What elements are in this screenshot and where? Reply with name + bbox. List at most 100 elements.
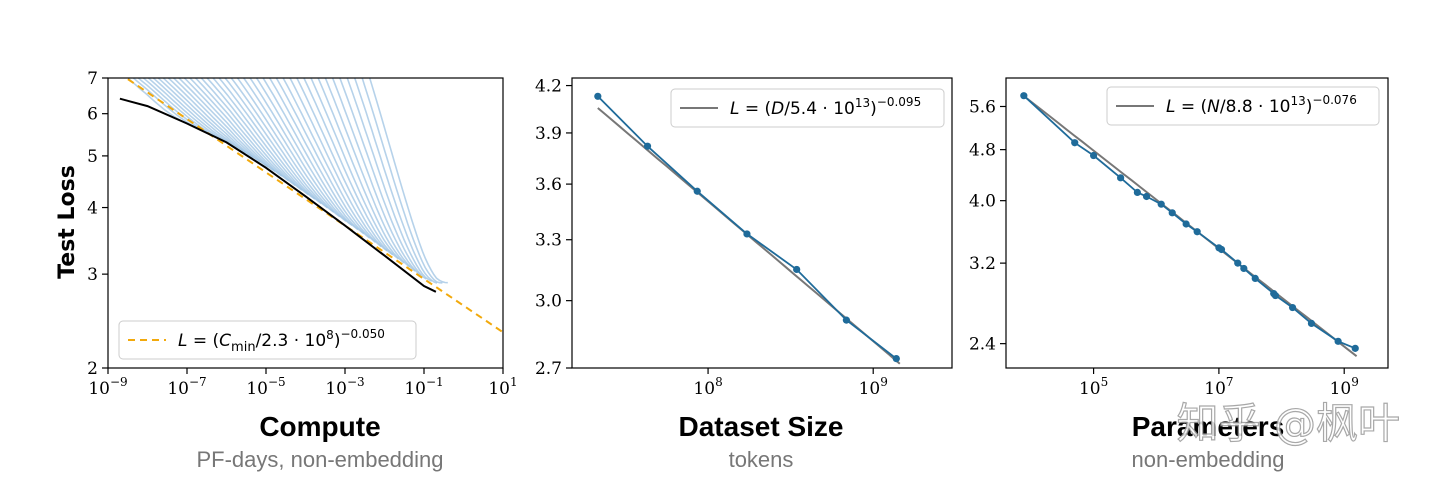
- training-run-curve: [303, 78, 399, 260]
- training-run-curve: [167, 78, 261, 163]
- training-run-curve: [296, 78, 394, 256]
- y-tick-label: 3.9: [535, 124, 562, 144]
- training-run-curve: [172, 78, 269, 168]
- x-tick-label: 109: [1330, 375, 1359, 399]
- y-tick-label: 2.4: [969, 335, 996, 355]
- parameters-panel: 105 107 109 2.4 3.2 4.0 4.8 5.6 L = (N/8.8 · 1…: [969, 77, 1389, 472]
- data-point: [1217, 245, 1226, 254]
- training-run-curve: [353, 78, 438, 284]
- data-point: [643, 142, 652, 150]
- training-run-curve: [142, 78, 221, 140]
- dataset-legend: L = (D/5.4 · 1013)−0.095: [670, 88, 945, 128]
- x-tick-label: 109: [859, 375, 888, 399]
- training-run-curve: [249, 78, 353, 227]
- data-point: [1334, 337, 1342, 345]
- training-run-curve: [262, 78, 365, 235]
- data-point: [594, 92, 602, 100]
- training-run-curve: [147, 78, 230, 144]
- training-run-curve: [346, 78, 432, 282]
- dataset-y-ticks: 2.7 3.0 3.3 3.6 3.9 4.2: [535, 77, 572, 379]
- compute-x-axis-sublabel: PF-days, non-embedding: [196, 447, 443, 472]
- training-run-curve: [188, 78, 290, 182]
- parameters-points: [1020, 92, 1359, 352]
- compute-legend-label: L = (Cmin/2.3 · 108)−0.050: [178, 327, 385, 355]
- compute-y-axis-label: Test Loss: [55, 165, 80, 279]
- training-run-curve: [183, 78, 283, 177]
- data-point: [1234, 259, 1242, 267]
- compute-x-ticks: 10−9 10−7 10−5 10−3 10−1 101: [88, 368, 518, 399]
- compute-efficient-frontier: [119, 97, 437, 293]
- dataset-x-ticks: 108 109: [693, 368, 888, 399]
- training-run-curve: [212, 78, 316, 200]
- data-point: [1020, 92, 1028, 100]
- training-run-curve: [152, 78, 238, 149]
- training-run-curve: [230, 78, 335, 213]
- training-run-curve: [177, 78, 276, 173]
- dataset-x-axis-sublabel: tokens: [729, 447, 794, 472]
- data-point: [1182, 220, 1190, 228]
- training-run-curve: [268, 78, 371, 239]
- y-tick-label: 4: [87, 199, 98, 219]
- training-run-curve: [324, 78, 416, 272]
- data-point: [793, 265, 801, 274]
- training-run-curve: [361, 78, 443, 284]
- data-point: [1271, 291, 1280, 300]
- y-tick-label: 3.2: [969, 254, 996, 274]
- parameters-x-ticks: 105 107 109: [1079, 368, 1359, 399]
- data-point: [1157, 200, 1165, 208]
- data-point: [693, 187, 701, 195]
- training-run-curve: [194, 78, 296, 187]
- x-tick-label: 10−9: [88, 375, 127, 399]
- parameters-x-axis-label: Parameters: [1132, 411, 1285, 442]
- parameters-legend-box: [1106, 86, 1380, 126]
- dataset-legend-box: [670, 88, 945, 128]
- dataset-points: [594, 92, 900, 363]
- training-run-curve: [331, 78, 422, 277]
- x-tick-label: 101: [488, 375, 517, 399]
- data-point: [1251, 274, 1259, 283]
- training-run-curve: [255, 78, 359, 231]
- training-run-curve: [310, 78, 405, 264]
- y-tick-label: 3.6: [535, 175, 562, 195]
- parameters-legend: L = (N/8.8 · 1013)−0.076: [1106, 86, 1380, 126]
- y-tick-label: 5.6: [969, 97, 996, 117]
- data-point: [1133, 188, 1141, 196]
- training-run-curve: [236, 78, 341, 218]
- training-run-curve: [368, 78, 448, 284]
- compute-y-ticks: 2 3 4 5 6 7: [87, 69, 108, 379]
- y-tick-label: 3: [87, 265, 98, 285]
- training-run-curve: [224, 78, 328, 209]
- y-tick-label: 4.0: [969, 192, 996, 212]
- data-point: [1071, 139, 1079, 147]
- dataset-series-line: [597, 95, 897, 360]
- data-point: [1240, 264, 1248, 273]
- dataset-x-axis-label: Dataset Size: [679, 411, 844, 442]
- data-point: [892, 354, 900, 363]
- watermark: 知乎 @枫叶: [1177, 399, 1400, 448]
- compute-legend: L = (Cmin/2.3 · 108)−0.050: [118, 320, 417, 360]
- training-run-curve: [218, 78, 322, 205]
- dataset-legend-label: L = (D/5.4 · 1013)−0.095: [730, 95, 921, 119]
- data-point: [842, 316, 850, 324]
- x-tick-label: 105: [1079, 375, 1108, 399]
- training-run-curve: [206, 78, 309, 196]
- compute-fit-line: [124, 78, 503, 334]
- parameters-legend-label: L = (N/8.8 · 1013)−0.076: [1166, 93, 1357, 117]
- data-point: [1193, 228, 1201, 236]
- x-tick-label: 108: [693, 375, 722, 399]
- training-run-curve: [282, 78, 382, 248]
- dataset-axes-frame: [571, 77, 953, 369]
- y-tick-label: 2: [87, 359, 98, 379]
- x-tick-label: 10−7: [167, 375, 206, 399]
- x-tick-label: 10−1: [404, 375, 443, 399]
- training-run-curve: [137, 78, 212, 136]
- training-run-curve: [157, 78, 246, 154]
- data-point: [1351, 344, 1359, 352]
- x-tick-label: 107: [1204, 375, 1233, 399]
- parameters-axes-frame: [1005, 77, 1389, 369]
- data-point: [1142, 192, 1151, 201]
- y-tick-label: 4.8: [969, 141, 996, 161]
- training-runs: [126, 78, 448, 284]
- y-tick-label: 3.0: [535, 292, 562, 312]
